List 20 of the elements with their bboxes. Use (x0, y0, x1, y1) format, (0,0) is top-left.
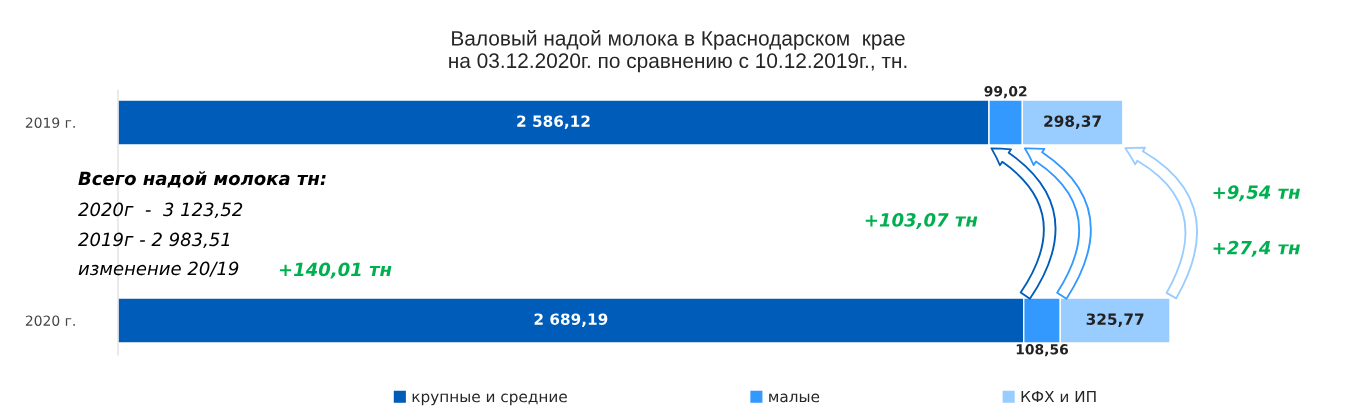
annotation: 2019г - 2 983,51 (78, 232, 230, 249)
text: +9,54 тн (1213, 185, 1300, 202)
legend-label: малые (769, 393, 820, 403)
data-label: 298,37 (1044, 115, 1101, 129)
data-label: 2 689,19 (534, 313, 608, 327)
legend-label: КФХ и ИП (1021, 390, 1096, 403)
y-tick-label: 2019 г. (25, 117, 75, 128)
annotation: изменение 20/19 (78, 261, 239, 277)
chart-title: Валовый надой молока в Краснодарском крае на 03.12.2020г. по сравнению с 10.12.2019г., тн. (449, 30, 907, 73)
annotation: 2020г - 3 123,52 (78, 202, 243, 219)
data-label: 2 586,12 (517, 115, 590, 129)
text: +27,4 тн (1213, 240, 1300, 257)
annotation: Всего надой молока тн: (78, 171, 326, 188)
annotation: +140,01 тн (279, 262, 392, 279)
legend-label: крупные и средние (412, 393, 567, 406)
data-label: 325,77 (1086, 313, 1144, 327)
y-tick-label: 2020 г. (25, 315, 75, 326)
annotation: +103,07 тн (865, 213, 978, 230)
data-label: 99,02 (984, 86, 1027, 99)
data-label: 108,56 (1016, 344, 1069, 357)
